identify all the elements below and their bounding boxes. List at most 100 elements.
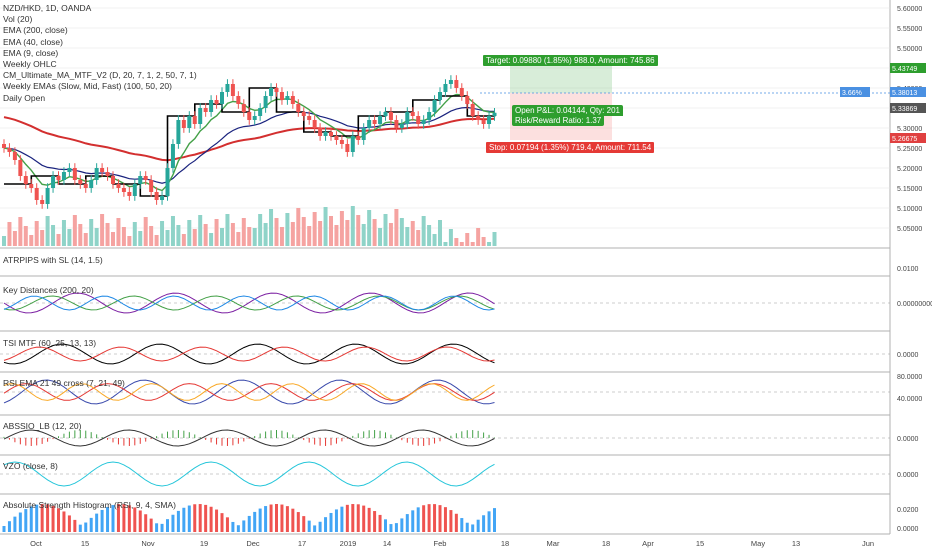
price-tick-label: 5.15000 bbox=[897, 186, 922, 193]
volume-bar bbox=[448, 229, 453, 246]
candle-body bbox=[89, 180, 94, 188]
volume-bar bbox=[334, 225, 339, 246]
volume-bar bbox=[45, 216, 50, 246]
candle-body bbox=[290, 96, 295, 104]
ash-bar bbox=[340, 506, 344, 532]
x-tick-label: Jun bbox=[862, 539, 874, 548]
ash-bar bbox=[449, 510, 453, 532]
volume-bar bbox=[225, 214, 230, 246]
ash-bar bbox=[46, 504, 50, 532]
candle-body bbox=[443, 84, 448, 92]
volume-bar bbox=[236, 232, 241, 246]
panel-title-vzo: VZO (close, 8) bbox=[3, 461, 58, 471]
ash-bar bbox=[100, 509, 104, 532]
candle-body bbox=[192, 116, 197, 124]
volume-bar bbox=[323, 207, 328, 246]
indicator-axis-label: 80.0000 bbox=[897, 374, 922, 381]
candle-body bbox=[2, 144, 6, 148]
volume-bar bbox=[307, 226, 312, 246]
ash-bar bbox=[127, 505, 131, 532]
indicator-axis-label: 0.00000000 bbox=[897, 301, 932, 308]
ash-bar bbox=[362, 505, 366, 532]
indicator-line bbox=[3, 343, 495, 365]
stop-tag: Stop: 0.07194 (1.35%) 719.4, Amount: 711… bbox=[486, 142, 655, 153]
indicator-line bbox=[3, 346, 495, 362]
candle-body bbox=[29, 184, 34, 188]
candle-body bbox=[421, 120, 426, 124]
ash-bar bbox=[225, 517, 229, 532]
ash-bar bbox=[220, 513, 224, 532]
price-tick-label: 5.30000 bbox=[897, 126, 922, 133]
ash-bar bbox=[345, 504, 349, 532]
ash-bar bbox=[487, 511, 491, 532]
ash-bar bbox=[253, 511, 257, 532]
ash-bar bbox=[373, 511, 377, 532]
ash-bar bbox=[40, 504, 44, 532]
price-label-bg bbox=[890, 133, 926, 143]
indicator-line bbox=[3, 461, 495, 487]
ash-bar bbox=[443, 507, 447, 532]
candle-body bbox=[258, 108, 263, 116]
ash-bar bbox=[116, 504, 120, 532]
volume-bar bbox=[492, 232, 497, 246]
candle-body bbox=[83, 184, 88, 188]
x-tick-label: Mar bbox=[547, 539, 560, 548]
volume-bar bbox=[301, 217, 306, 246]
candle-body bbox=[51, 176, 56, 188]
candle-body bbox=[285, 96, 290, 100]
ash-bar bbox=[24, 509, 28, 532]
volume-bar bbox=[312, 212, 317, 246]
ash-bar bbox=[138, 510, 142, 532]
panel-title-tsi: TSI MTF (60, 25, 13, 13) bbox=[3, 338, 97, 348]
candle-body bbox=[225, 84, 230, 92]
candle-body bbox=[339, 140, 344, 144]
legend-cm-ultimate: CM_Ultimate_MA_MTF_V2 (D, 20, 7, 1, 2, 5… bbox=[3, 70, 197, 81]
volume-bar bbox=[383, 214, 388, 246]
ash-bar bbox=[302, 516, 306, 532]
legend-ema40: EMA (40, close) bbox=[3, 36, 63, 47]
ash-bar bbox=[307, 520, 311, 532]
volume-bar bbox=[121, 227, 126, 246]
ash-bar bbox=[7, 521, 11, 532]
candle-body bbox=[45, 188, 50, 204]
candle-body bbox=[18, 160, 23, 176]
candle-body bbox=[209, 100, 214, 112]
ash-bar bbox=[476, 519, 480, 532]
volume-bar bbox=[241, 218, 246, 246]
volume-bar bbox=[432, 234, 437, 246]
indicator-axis-label: 40.0000 bbox=[897, 396, 922, 403]
volume-bar bbox=[361, 224, 366, 246]
candle-body bbox=[34, 188, 39, 200]
candle-body bbox=[350, 136, 355, 152]
x-tick-label: Nov bbox=[141, 539, 155, 548]
candle-body bbox=[23, 176, 28, 184]
volume-bar bbox=[285, 213, 290, 246]
panel-title-abssio: ABSSIO_LB (12, 20) bbox=[3, 421, 82, 431]
ash-bar bbox=[84, 522, 88, 532]
volume-bar bbox=[51, 225, 56, 246]
ash-bar bbox=[356, 504, 360, 532]
candle-body bbox=[203, 108, 208, 112]
legend-weekly-emas: Weekly EMAs (Slow, Mid, Fast) (100, 50, … bbox=[3, 81, 172, 92]
volume-bar bbox=[318, 221, 323, 246]
price-tick-label: 5.60000 bbox=[897, 6, 922, 13]
candle-body bbox=[405, 112, 410, 124]
ash-bar bbox=[318, 521, 322, 532]
candle-body bbox=[394, 120, 399, 128]
ash-bar bbox=[62, 511, 66, 532]
candle-body bbox=[230, 84, 235, 96]
price-tick-label: 5.05000 bbox=[897, 226, 922, 233]
main-legend: NZD/HKD, 1D, OANDA Vol (20) EMA (200, cl… bbox=[3, 3, 197, 104]
ash-bar bbox=[389, 524, 393, 532]
legend-ema200: EMA (200, close) bbox=[3, 25, 68, 36]
volume-bar bbox=[470, 242, 475, 246]
ash-bar bbox=[416, 507, 420, 532]
volume-bar bbox=[220, 228, 224, 246]
candle-body bbox=[154, 192, 159, 200]
volume-bar bbox=[279, 227, 284, 246]
candle-body bbox=[367, 120, 372, 128]
ash-bar bbox=[144, 514, 148, 532]
x-tick-label: Apr bbox=[642, 539, 654, 548]
legend-weekly-ohlc: Weekly OHLC bbox=[3, 59, 57, 70]
